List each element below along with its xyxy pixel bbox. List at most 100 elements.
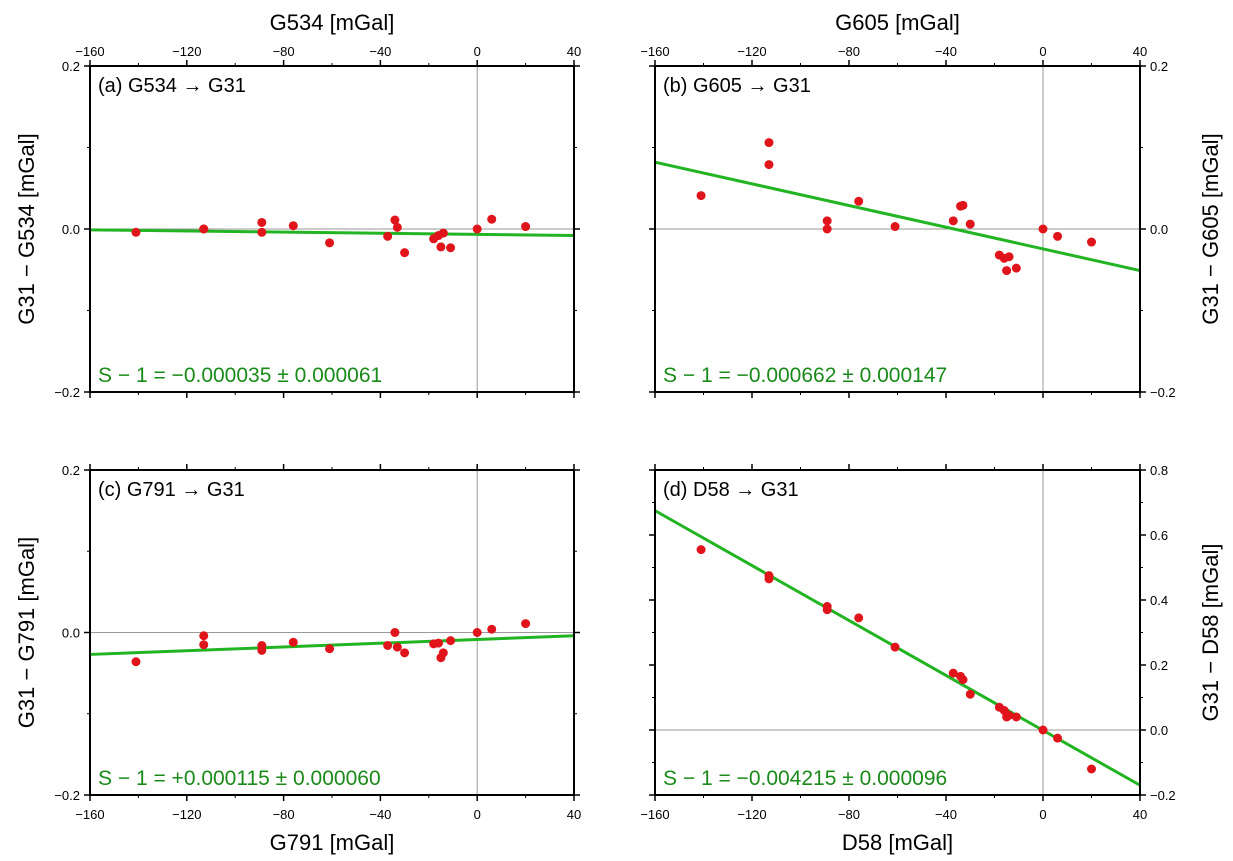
x-tick-label: 0 bbox=[1039, 807, 1046, 822]
y-tick-label: 0.6 bbox=[1150, 528, 1168, 543]
y-tick-label: 0.0 bbox=[1150, 222, 1168, 237]
data-point bbox=[257, 645, 267, 655]
y-tick-label: 0.2 bbox=[1150, 658, 1168, 673]
x-tick-label: 40 bbox=[567, 44, 581, 59]
data-point bbox=[854, 613, 864, 623]
data-point bbox=[131, 657, 141, 667]
x-tick-label: −40 bbox=[935, 807, 957, 822]
x-tick-label: −160 bbox=[640, 44, 669, 59]
y-tick-label: 0.0 bbox=[62, 626, 80, 641]
data-point bbox=[1004, 710, 1014, 720]
fit-line bbox=[654, 160, 1141, 273]
data-point bbox=[257, 217, 267, 227]
slope-annotation: S − 1 = −0.004215 ± 0.000096 bbox=[663, 767, 947, 790]
y-tick-label: 0.0 bbox=[62, 222, 80, 237]
x-axis-title-bottom: G791 [mGal] bbox=[270, 830, 395, 855]
data-point bbox=[392, 222, 402, 232]
x-tick-label: 40 bbox=[567, 807, 581, 822]
data-point bbox=[438, 648, 448, 658]
x-tick-label: −120 bbox=[172, 807, 201, 822]
data-point bbox=[472, 224, 482, 234]
data-point bbox=[446, 243, 456, 253]
data-point bbox=[131, 227, 141, 237]
x-tick-label: −120 bbox=[172, 44, 201, 59]
data-point bbox=[1087, 237, 1096, 247]
data-point bbox=[948, 668, 958, 678]
data-point bbox=[764, 138, 774, 148]
x-axis-title-top: G534 [mGal] bbox=[270, 10, 395, 35]
data-point bbox=[257, 227, 267, 237]
data-point bbox=[696, 545, 706, 555]
y-axis-title-right: G31 − D58 [mGal] bbox=[1198, 544, 1223, 722]
data-point bbox=[958, 675, 968, 685]
data-point bbox=[965, 219, 975, 229]
y-tick-label: −0.2 bbox=[54, 788, 80, 803]
data-point bbox=[325, 238, 335, 248]
x-axis-title-top: G605 [mGal] bbox=[835, 10, 960, 35]
y-tick-label: 0.8 bbox=[1150, 463, 1168, 478]
data-point bbox=[764, 160, 774, 170]
data-point bbox=[383, 231, 393, 241]
x-tick-label: 0 bbox=[474, 807, 481, 822]
data-point bbox=[696, 191, 706, 201]
panel-label: (a) G534 → G31 bbox=[98, 75, 246, 97]
data-point bbox=[822, 224, 832, 234]
x-tick-label: −120 bbox=[737, 44, 766, 59]
x-tick-label: −80 bbox=[273, 807, 295, 822]
data-point bbox=[199, 640, 209, 650]
panel-a: −160 −120 −80 −40 0 40 −0.2 0.0 0.2 G534 [mGal] G3… bbox=[14, 10, 581, 400]
data-point bbox=[383, 641, 393, 650]
data-point bbox=[390, 628, 400, 637]
y-tick-label: 0.2 bbox=[62, 59, 80, 74]
data-point bbox=[288, 637, 298, 647]
data-point bbox=[854, 196, 864, 206]
x-tick-label: −80 bbox=[273, 44, 295, 59]
data-point bbox=[1053, 733, 1063, 743]
data-point bbox=[433, 638, 443, 648]
x-tick-label: 40 bbox=[1133, 807, 1147, 822]
y-axis-title-right: G31 − G605 [mGal] bbox=[1198, 133, 1223, 324]
x-axis-title-bottom: D58 [mGal] bbox=[842, 830, 953, 855]
data-point bbox=[890, 642, 900, 652]
x-tick-label: −40 bbox=[369, 44, 391, 59]
data-point bbox=[1038, 725, 1048, 735]
data-point bbox=[822, 605, 832, 615]
data-point bbox=[1011, 712, 1021, 722]
data-point bbox=[1038, 224, 1048, 234]
data-point bbox=[965, 689, 975, 699]
panel-label: (b) G605 → G31 bbox=[663, 75, 811, 97]
data-point bbox=[438, 228, 448, 238]
x-tick-label: −160 bbox=[640, 807, 669, 822]
y-tick-label: 0.2 bbox=[1150, 59, 1168, 74]
x-tick-label: −40 bbox=[935, 44, 957, 59]
data-point bbox=[400, 248, 410, 258]
panel-label: (c) G791 → G31 bbox=[98, 479, 245, 501]
slope-annotation: S − 1 = −0.000662 ± 0.000147 bbox=[663, 364, 947, 387]
data-point bbox=[822, 216, 832, 226]
y-axis-title-left: G31 − G791 [mGal] bbox=[14, 537, 39, 728]
panel-d: −160 −120 −80 −40 0 40−0.2 0.0 0.2 0.4 0.6 0.8 D58 … bbox=[640, 463, 1223, 855]
y-tick-label: −0.2 bbox=[1150, 788, 1176, 803]
x-tick-label: −40 bbox=[369, 807, 391, 822]
data-point bbox=[199, 631, 209, 641]
data-point bbox=[890, 222, 900, 232]
panel-b: −160 −120 −80 −40 0 40 −0.2 0.0 0.2 G605 [mGal] G3… bbox=[640, 10, 1223, 400]
data-point bbox=[400, 648, 410, 658]
y-tick-label: 0.4 bbox=[1150, 593, 1168, 608]
x-tick-label: 0 bbox=[1039, 44, 1046, 59]
data-point bbox=[390, 215, 400, 225]
data-point bbox=[472, 628, 482, 637]
data-point bbox=[1087, 764, 1096, 774]
panel-c: −160 −120 −80 −40 0 40 −0.2 0.0 0.2 G791 [mGal] G3… bbox=[14, 463, 581, 855]
data-point bbox=[958, 200, 968, 210]
data-point bbox=[199, 224, 209, 234]
data-point bbox=[325, 644, 335, 654]
data-point bbox=[288, 221, 298, 231]
slope-annotation: S − 1 = −0.000035 ± 0.000061 bbox=[98, 364, 382, 387]
x-tick-label: −160 bbox=[75, 44, 104, 59]
y-tick-label: 0.2 bbox=[62, 463, 80, 478]
y-tick-label: −0.2 bbox=[1150, 385, 1176, 400]
data-point bbox=[1011, 263, 1021, 273]
y-tick-label: 0.0 bbox=[1150, 723, 1168, 738]
